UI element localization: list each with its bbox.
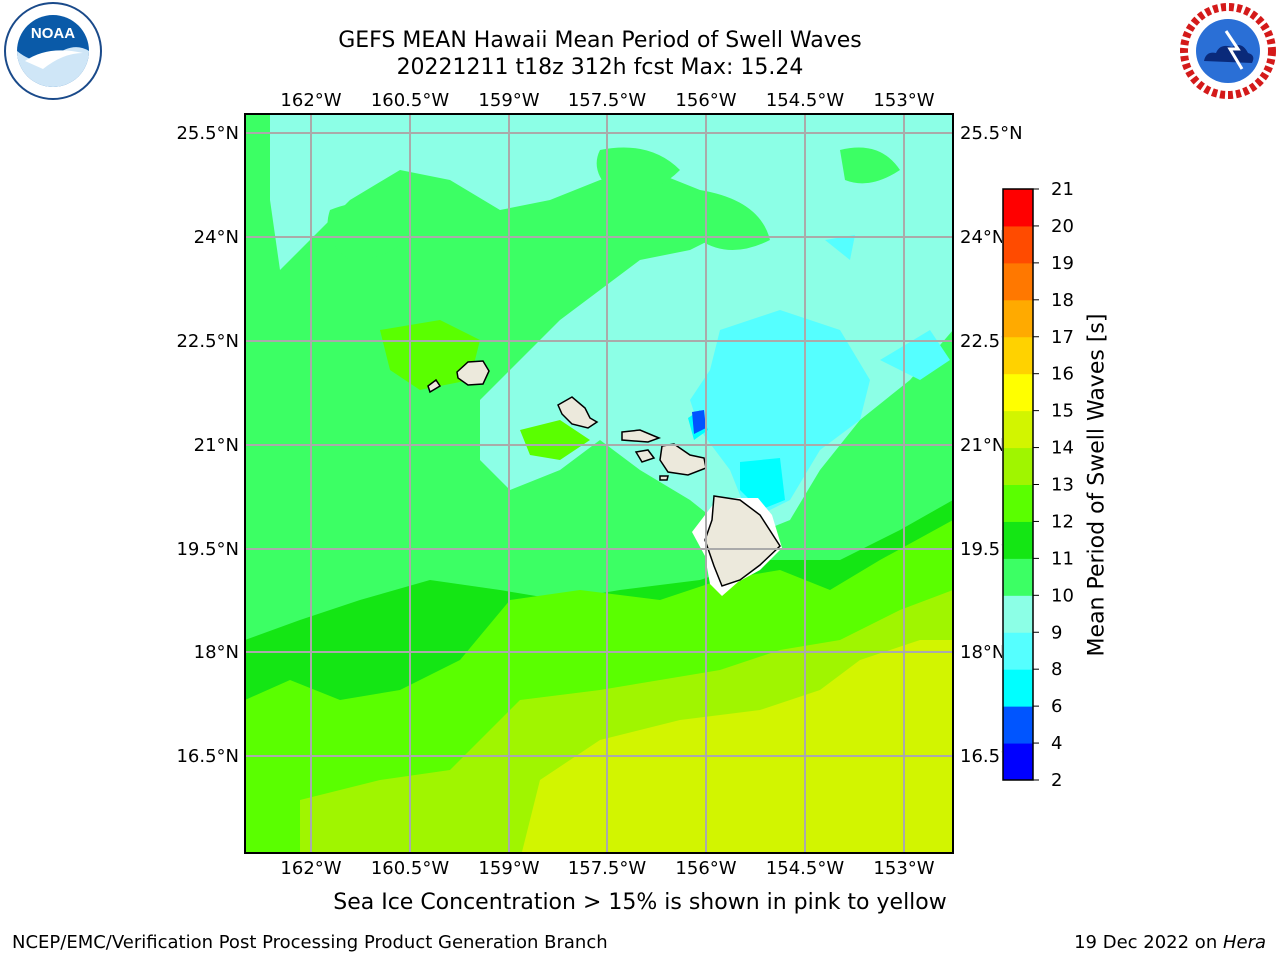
lon-label-top: 160.5°W [371,90,450,111]
graticule [245,114,953,853]
footer-date: 19 Dec 2022 on Hera [1074,932,1266,953]
lat-label-right: 25.5°N [960,123,1023,144]
colorbar-swatch [1003,743,1033,781]
colorbar-tick-label: 19 [1051,253,1074,274]
contour-fill-14-15 [521,640,953,853]
nws-logo [1180,3,1276,99]
colorbar-tick-label: 20 [1051,216,1074,237]
colorbar-swatch [1003,189,1033,227]
lat-label-right: 21°N [960,435,1005,456]
lat-label-left: 16.5°N [176,746,239,767]
colorbar-tick-label: 10 [1051,585,1074,606]
lon-label-bottom: 157.5°W [568,858,647,879]
lat-label-left: 22.5°N [176,331,239,352]
colorbar-swatch [1003,373,1033,412]
colorbar-swatch [1003,558,1033,596]
map-frame [244,113,954,854]
lat-label-right: 24°N [960,227,1005,248]
lon-label-top: 154.5°W [766,90,845,111]
lat-label-left: 18°N [194,642,239,663]
island-molokai [621,429,662,443]
colorbar-swatch [1003,225,1033,264]
contour-fill-8-9 [690,310,870,520]
colorbar-tick-label: 21 [1051,179,1074,200]
colorbar-swatch [1003,447,1033,485]
lon-label-bottom: 160.5°W [371,858,450,879]
map-title: GEFS MEAN Hawaii Mean Period of Swell Wa… [338,28,862,53]
colorbar-tick-label: 17 [1051,327,1074,348]
lat-label-left: 25.5°N [176,123,239,144]
lon-label-top: 153°W [873,90,934,111]
island-kauai [456,360,490,386]
lat-label-left: 21°N [194,435,239,456]
colorbar-tick-label: 8 [1051,659,1062,680]
colorbar-tick-label: 6 [1051,696,1062,717]
island-niihau [427,378,442,394]
colorbar-tick-label: 18 [1051,290,1074,311]
lat-label-right: 18°N [960,642,1005,663]
colorbar-tick-label: 12 [1051,511,1074,532]
lon-label-bottom: 153°W [873,858,934,879]
colorbar-label: Mean Period of Swell Waves [s] [1084,313,1110,657]
colorbar-tick-label: 15 [1051,401,1074,422]
lon-labels-top: 162°W 160.5°W 159°W 157.5°W 156°W 154.5°… [280,90,934,111]
island-lanai [634,449,656,463]
colorbar-tick-label: 9 [1051,622,1062,643]
colorbar-swatch [1003,484,1033,522]
colorbar-ticks: 2 4 6 8 9 10 11 12 13 14 15 16 17 18 19 20 21 [1033,179,1074,791]
lat-label-left: 19.5°N [176,539,239,560]
lon-label-top: 162°W [280,90,341,111]
lon-label-top: 159°W [478,90,539,111]
footer-credit: NCEP/EMC/Verification Post Processing Pr… [12,932,608,953]
noaa-logo: NOAA [4,2,102,100]
lat-labels-left: 25.5°N 24°N 22.5°N 21°N 19.5°N 18°N 16.5… [176,123,239,767]
island-hawaii [704,495,781,587]
colorbar-swatch [1003,669,1033,707]
colorbar-tick-label: 16 [1051,364,1074,385]
noaa-logo-text: NOAA [31,25,75,42]
colorbar-tick-label: 4 [1051,733,1062,754]
lon-labels-bottom: 162°W 160.5°W 159°W 157.5°W 156°W 154.5°… [280,858,934,879]
colorbar-tick-label: 2 [1051,770,1062,791]
colorbar-swatch [1003,410,1033,449]
lat-label-left: 24°N [194,227,239,248]
hawaiian-islands [427,360,781,587]
lon-label-bottom: 159°W [478,858,539,879]
colorbar-swatch [1003,706,1033,744]
map-subtitle: 20221211 t18z 312h fcst Max: 15.24 [396,55,804,80]
contour-fill-6-8 [740,458,785,510]
colorbar-tick-label: 13 [1051,475,1074,496]
swell-period-field [245,114,953,853]
colorbar-swatch [1003,521,1033,559]
sea-ice-caption: Sea Ice Concentration > 15% is shown in … [333,890,947,915]
lon-label-top: 157.5°W [568,90,647,111]
colorbar-swatches [1003,189,1033,781]
footer-date-text: 19 Dec 2022 on [1074,932,1223,953]
island-oahu [557,396,599,429]
colorbar-swatch [1003,336,1033,375]
lon-label-bottom: 154.5°W [766,858,845,879]
lon-label-top: 156°W [675,90,736,111]
footer-host: Hera [1222,932,1266,953]
colorbar-tick-label: 11 [1051,548,1074,569]
lon-label-bottom: 162°W [280,858,341,879]
colorbar-tick-label: 14 [1051,438,1074,459]
colorbar-swatch [1003,595,1033,633]
colorbar-swatch [1003,632,1033,670]
island-kahoolawe [659,475,669,481]
colorbar-swatch [1003,299,1033,338]
colorbar-swatch [1003,262,1033,301]
lon-label-bottom: 156°W [675,858,736,879]
